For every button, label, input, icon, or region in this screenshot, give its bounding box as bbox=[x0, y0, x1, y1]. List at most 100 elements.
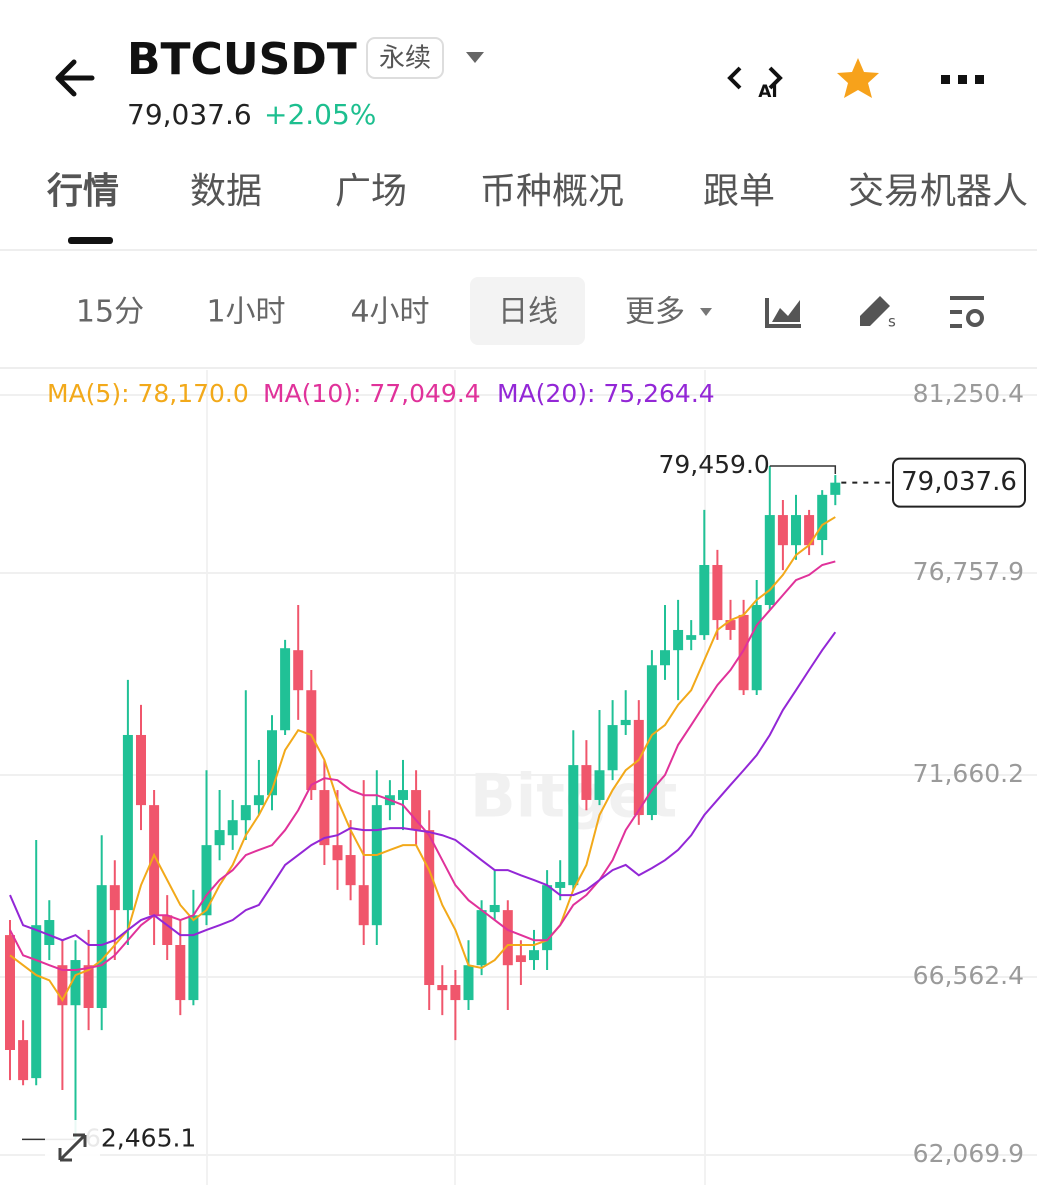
tag-box bbox=[366, 37, 444, 79]
candle-body bbox=[240, 805, 251, 821]
candle-body bbox=[555, 881, 566, 888]
draw-icon[interactable]: s bbox=[860, 296, 896, 331]
interval[interactable]: 4小时 bbox=[350, 295, 429, 330]
candle-body bbox=[633, 719, 644, 816]
candle-body bbox=[109, 885, 120, 911]
candle-body bbox=[358, 885, 369, 926]
tab[interactable]: 跟单 bbox=[703, 171, 775, 212]
tab[interactable]: 行情 bbox=[47, 171, 119, 212]
interval[interactable]: 更多 bbox=[625, 295, 685, 330]
symbol[interactable]: BTCUSDT bbox=[127, 34, 357, 85]
candle-body bbox=[18, 1040, 29, 1081]
candle-body bbox=[227, 820, 238, 836]
candle-body bbox=[136, 734, 146, 806]
candle-body bbox=[398, 790, 408, 800]
settings-icon[interactable] bbox=[950, 296, 984, 328]
legend-entry: MA(5): 78,170.0 bbox=[47, 379, 249, 408]
low-marker-label: 62,465.1 bbox=[85, 1123, 196, 1152]
candle-body bbox=[804, 515, 815, 546]
legend-entry: MA(10): 77,049.4 bbox=[263, 379, 481, 408]
price: 79,037.6 bbox=[127, 98, 252, 131]
candle-body bbox=[660, 650, 670, 666]
candle-body bbox=[620, 719, 631, 726]
more-menu[interactable] bbox=[941, 75, 984, 84]
y-tick-label: 71,660.2 bbox=[913, 759, 1024, 788]
favorite-star[interactable] bbox=[837, 58, 879, 98]
legend-entry: MA(20): 75,264.4 bbox=[497, 379, 715, 408]
interval[interactable]: 15分 bbox=[76, 295, 144, 330]
y-tick-label: 81,250.4 bbox=[913, 379, 1024, 408]
interval[interactable]: 日线 bbox=[498, 295, 558, 330]
expand-button[interactable] bbox=[45, 1120, 100, 1175]
y-tick-label: 62,069.9 bbox=[913, 1139, 1024, 1168]
tab[interactable]: 币种概况 bbox=[480, 171, 624, 212]
candle-body bbox=[738, 614, 749, 691]
candle-body bbox=[253, 795, 264, 806]
candle-body bbox=[188, 915, 199, 1001]
y-tick-label: 66,562.4 bbox=[913, 961, 1024, 990]
interval[interactable]: 1小时 bbox=[206, 295, 285, 330]
candle-body bbox=[764, 515, 775, 606]
candle-body bbox=[437, 985, 448, 991]
high-marker-label: 79,459.0 bbox=[658, 450, 769, 479]
candle-body bbox=[201, 845, 212, 916]
candle-body bbox=[725, 620, 736, 630]
last-price-label: 79,037.6 bbox=[901, 467, 1017, 497]
candle-body bbox=[830, 482, 841, 495]
candle-body bbox=[712, 564, 723, 621]
candle-body bbox=[345, 855, 356, 886]
candle-body bbox=[5, 935, 15, 1050]
ma-line bbox=[9, 560, 836, 971]
candle-body bbox=[306, 690, 317, 791]
candle-body bbox=[319, 790, 330, 846]
tab[interactable]: 广场 bbox=[335, 171, 407, 212]
candle-body bbox=[44, 920, 55, 945]
candle-body bbox=[607, 725, 618, 771]
candle-body bbox=[489, 904, 500, 913]
candle-body bbox=[371, 805, 382, 926]
candle-body bbox=[96, 885, 107, 1008]
dropdown-arrow[interactable] bbox=[466, 52, 484, 63]
ma-line bbox=[9, 516, 836, 1003]
candle-body bbox=[581, 765, 592, 800]
candle-body bbox=[267, 730, 277, 796]
indicator-icon[interactable] bbox=[765, 298, 801, 328]
last-price-box bbox=[892, 457, 1026, 508]
candle-body bbox=[70, 960, 81, 1006]
high-marker-line bbox=[769, 465, 837, 474]
candle-body bbox=[83, 965, 94, 1008]
tab-indicator bbox=[68, 237, 113, 244]
y-tick-label: 76,757.9 bbox=[913, 557, 1024, 586]
more-arrow bbox=[700, 308, 712, 316]
candle-body bbox=[293, 650, 304, 691]
candle-body bbox=[751, 605, 762, 691]
candle-body bbox=[122, 734, 133, 911]
ai-icon[interactable]: AI bbox=[727, 66, 783, 102]
tag: 永续 bbox=[379, 44, 431, 74]
candle-body bbox=[791, 515, 801, 546]
candle-body bbox=[450, 985, 461, 1001]
candle-body bbox=[515, 955, 526, 963]
candle-body bbox=[57, 965, 68, 1006]
candle-body bbox=[568, 765, 579, 886]
tab[interactable]: 数据 bbox=[190, 171, 262, 212]
candle-body bbox=[673, 629, 684, 651]
svg-text:AI: AI bbox=[758, 82, 777, 102]
change: +2.05% bbox=[264, 98, 376, 131]
tab[interactable]: 交易机器人 bbox=[848, 171, 1028, 212]
candle-body bbox=[817, 494, 828, 541]
svg-text:s: s bbox=[888, 313, 896, 331]
back-button[interactable] bbox=[55, 59, 95, 97]
candle-body bbox=[424, 830, 435, 986]
candle-body bbox=[529, 950, 539, 961]
candle-body bbox=[699, 564, 710, 636]
ma-line bbox=[9, 631, 837, 946]
candle-body bbox=[463, 965, 474, 1001]
candle-body bbox=[214, 830, 225, 846]
candle-body bbox=[332, 845, 343, 861]
candle-body bbox=[31, 925, 42, 1079]
candle-body bbox=[594, 770, 605, 800]
candle-body bbox=[686, 635, 697, 640]
